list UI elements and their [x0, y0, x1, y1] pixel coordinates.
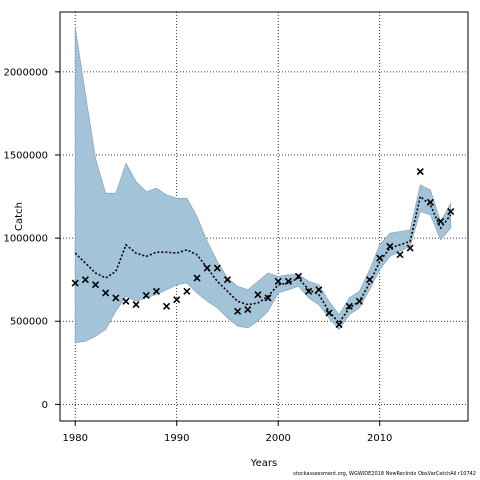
confidence-band — [74, 26, 451, 344]
observed-point — [193, 274, 201, 282]
observed-point — [213, 264, 221, 272]
observed-point — [365, 276, 374, 284]
y-tick-label: 1500000 — [3, 150, 48, 161]
observed-point-stroke — [355, 297, 363, 305]
observed-point-stroke — [315, 286, 323, 294]
observed-point-stroke — [132, 301, 140, 309]
observed-point-stroke — [305, 287, 313, 295]
observed-point — [163, 302, 171, 310]
observed-point — [325, 309, 333, 317]
observed-point-stroke — [416, 168, 424, 176]
observed-point-stroke — [294, 272, 303, 280]
observed-point — [264, 294, 272, 302]
observed-point-stroke — [142, 291, 150, 300]
observed-point — [376, 254, 384, 262]
observed-point-stroke — [112, 294, 120, 302]
observed-point — [183, 287, 191, 295]
observed-point-stroke — [365, 276, 374, 284]
y-axis-title: Catch — [14, 202, 25, 231]
observed-point-stroke — [122, 297, 130, 305]
observed-point — [102, 289, 110, 297]
observed-point — [345, 302, 353, 310]
observed-point-stroke — [437, 217, 445, 226]
observed-point — [112, 294, 120, 302]
observed-point — [447, 207, 455, 216]
observed-point-stroke — [254, 291, 262, 299]
observed-point-stroke — [426, 198, 435, 206]
observed-point-stroke — [152, 287, 160, 295]
observed-point-stroke — [91, 281, 100, 289]
observed-point-stroke — [345, 302, 353, 310]
observed-point — [406, 244, 414, 252]
observed-point — [223, 276, 232, 284]
observed-point-stroke — [376, 254, 384, 262]
observed-point-stroke — [244, 306, 252, 314]
observed-point-stroke — [213, 264, 221, 272]
observed-point-stroke — [386, 242, 394, 250]
confidence-band-area — [74, 26, 451, 344]
estimate-line — [74, 195, 452, 325]
observed-point-stroke — [81, 276, 89, 284]
observed-point — [234, 307, 242, 315]
observed-point-stroke — [447, 207, 455, 216]
observed-point — [132, 301, 140, 309]
x-tick-label: 1990 — [164, 433, 189, 444]
observed-point-stroke — [325, 309, 333, 317]
x-tick-label: 2000 — [265, 433, 290, 444]
observed-point — [294, 272, 303, 280]
observed-markers — [71, 168, 455, 329]
observed-point-stroke — [183, 287, 191, 295]
observed-point — [426, 198, 435, 206]
observed-point — [71, 279, 79, 287]
observed-point-stroke — [406, 244, 414, 252]
observed-point — [315, 286, 323, 294]
plot-frame — [59, 11, 469, 422]
y-tick-label: 2000000 — [3, 67, 48, 78]
observed-point — [386, 242, 394, 250]
observed-point — [437, 217, 445, 226]
estimate-series-line — [74, 195, 452, 325]
observed-point — [416, 168, 424, 176]
y-tick-label: 1000000 — [3, 234, 48, 245]
observed-point-stroke — [193, 274, 201, 282]
observed-point — [152, 287, 160, 295]
y-tick-label: 500000 — [10, 317, 48, 328]
observed-point — [305, 287, 313, 295]
observed-point-stroke — [234, 307, 242, 315]
observed-point — [335, 321, 343, 329]
observed-point — [355, 297, 363, 305]
observed-point-stroke — [335, 321, 343, 329]
observed-point — [274, 277, 282, 285]
x-axis: 1980 1990 2000 2010 — [62, 421, 392, 444]
observed-point-stroke — [102, 289, 110, 297]
observed-point-stroke — [396, 251, 404, 259]
observed-point — [142, 291, 150, 300]
observed-point — [203, 264, 211, 272]
observed-point-stroke — [284, 277, 292, 285]
observed-point-stroke — [163, 302, 171, 310]
observed-point-stroke — [223, 276, 232, 284]
observed-point-stroke — [71, 279, 79, 287]
observed-point — [122, 297, 130, 305]
y-tick-label: 0 — [42, 400, 48, 411]
observed-point-stroke — [274, 277, 282, 285]
observed-point — [244, 306, 252, 314]
footnote: stockassessment.org, WGWIDE2018 NewRecIn… — [293, 471, 476, 477]
observed-point — [284, 277, 292, 285]
x-axis-title: Years — [250, 458, 277, 469]
observed-point — [91, 281, 100, 289]
y-axis: 0 500000 1000000 1500000 2000000 — [3, 67, 60, 411]
observed-point — [254, 291, 262, 299]
x-tick-label: 2010 — [367, 433, 392, 444]
observed-point-stroke — [264, 294, 272, 302]
x-tick-label: 1980 — [62, 433, 87, 444]
observed-point-stroke — [173, 296, 181, 304]
observed-point — [396, 251, 404, 259]
observed-point-stroke — [203, 264, 211, 272]
observed-point — [173, 296, 181, 304]
observed-point — [81, 276, 89, 284]
